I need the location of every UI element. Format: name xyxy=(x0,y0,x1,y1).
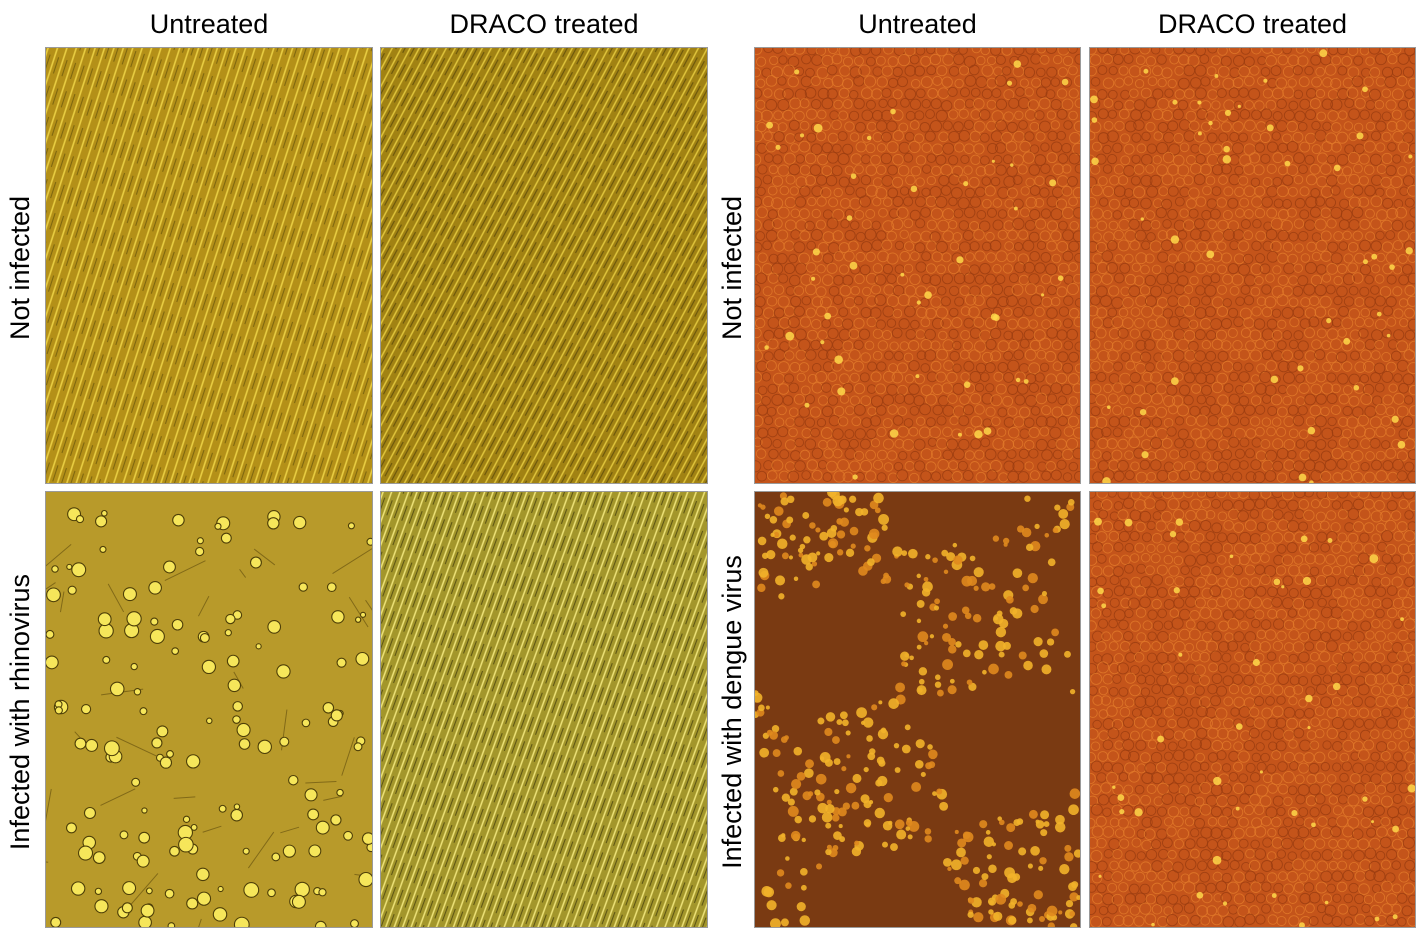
right-row-label-infected-dengue: Infected with dengue virus xyxy=(717,555,747,869)
micrograph-left-rhinovirus-draco-treated xyxy=(380,491,708,928)
micrograph-right-not-infected-untreated xyxy=(754,47,1081,484)
micrograph-right-dengue-untreated xyxy=(754,491,1081,928)
left-row-label-infected-rhinovirus: Infected with rhinovirus xyxy=(5,573,35,851)
micrograph-right-not-infected-draco-treated xyxy=(1089,47,1416,484)
right-col-label-untreated: Untreated xyxy=(858,9,977,39)
micrograph-left-rhinovirus-untreated xyxy=(45,491,373,928)
left-col-label-draco-treated: DRACO treated xyxy=(449,9,639,39)
micrograph-right-dengue-draco-treated xyxy=(1089,491,1416,928)
left-row-label-not-infected: Not infected xyxy=(5,195,35,341)
right-row-label-not-infected: Not infected xyxy=(717,195,747,341)
micrograph-left-not-infected-draco-treated xyxy=(380,47,708,484)
left-col-label-untreated: Untreated xyxy=(149,9,269,39)
right-col-label-draco-treated: DRACO treated xyxy=(1157,9,1348,39)
micrograph-left-not-infected-untreated xyxy=(45,47,373,484)
